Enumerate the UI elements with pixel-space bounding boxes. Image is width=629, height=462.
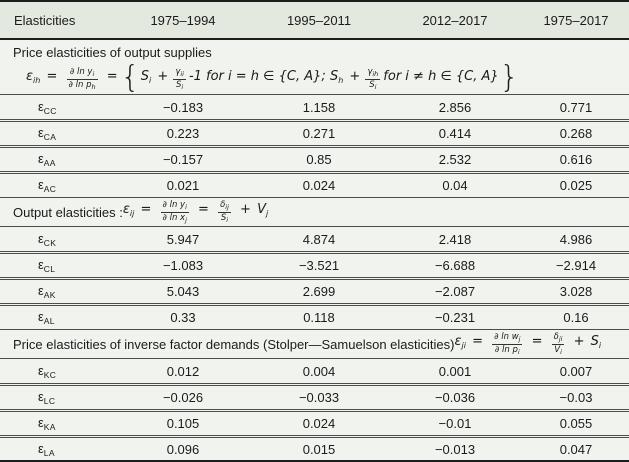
section-formula: εih = ∂ ln yi ∂ ln ph = {Si + γii Si -1 for i… (26, 60, 519, 95)
value-cell: 0.047 (559, 442, 593, 457)
fraction: γii Si (173, 67, 186, 91)
header-1975-2017: 1975–2017 (543, 12, 609, 28)
value-cell: 0.268 (559, 126, 593, 141)
header-1995-2011: 1995–2011 (286, 12, 352, 28)
value-cell: 0.025 (559, 178, 593, 193)
row-label: εAC (38, 177, 57, 194)
value-cell: 0.271 (302, 126, 336, 141)
value-cell: −2.087 (434, 284, 476, 299)
row-label: εLC (38, 389, 56, 406)
value-cell: 0.021 (166, 178, 200, 193)
value-cell: 0.616 (559, 152, 593, 167)
value-cell: 4.986 (559, 231, 593, 247)
value-cell: −0.033 (298, 390, 340, 405)
value-cell: 0.118 (303, 310, 335, 325)
value-cell: 0.414 (438, 126, 472, 141)
value-cell: −0.157 (162, 152, 204, 167)
fraction: δij Si (218, 199, 231, 224)
value-cell: −0.183 (162, 99, 204, 115)
row-label: εAL (38, 309, 55, 326)
value-cell: −0.026 (162, 390, 204, 405)
table-header-row: Elasticities 1975–1994 1995–2011 2012–20… (0, 2, 629, 40)
value-cell: 0.024 (302, 178, 336, 193)
value-cell: 0.024 (302, 416, 336, 431)
value-cell: 5.947 (166, 231, 200, 247)
section-title: Price elasticities of output supplies (13, 45, 212, 60)
value-cell: 0.096 (166, 442, 200, 457)
value-cell: 2.699 (302, 284, 336, 299)
value-cell: 0.04 (442, 178, 468, 193)
section-output-elasticities: Output elasticities : εij = ∂ ln yi ∂ ln … (0, 198, 629, 227)
table-row-eps-ca: εCA 0.223 0.271 0.414 0.268 (0, 121, 629, 146)
value-cell: −0.01 (438, 416, 472, 431)
table-row-eps-ka: εKA 0.105 0.024 −0.01 0.055 (0, 411, 629, 436)
table-row-eps-lc: εLC −0.026 −0.033 −0.036 −0.03 (0, 385, 629, 410)
value-cell: 2.418 (438, 231, 472, 247)
value-cell: 1.158 (302, 99, 336, 115)
value-cell: 0.012 (166, 363, 200, 379)
fraction: δji Vi (551, 331, 565, 356)
table-row-eps-cl: εCL −1.083 −3.521 −6.688 −2.914 (0, 253, 629, 278)
value-cell: 3.028 (559, 284, 593, 299)
formula-symbol: ε (26, 69, 34, 84)
value-cell: −6.688 (434, 258, 476, 273)
row-label: εAK (38, 283, 56, 300)
value-cell: 0.001 (438, 363, 472, 379)
value-cell: 0.007 (559, 363, 593, 379)
header-2012-2017: 2012–2017 (422, 12, 488, 28)
value-cell: 0.771 (559, 99, 593, 115)
value-cell: 4.874 (302, 231, 336, 247)
table-row-eps-aa: εAA −0.157 0.85 2.532 0.616 (0, 147, 629, 172)
fraction: γih Si (365, 67, 381, 91)
row-label: εCL (38, 257, 56, 274)
value-cell: 0.33 (170, 310, 196, 325)
value-cell: −2.914 (555, 258, 597, 273)
header-elasticities: Elasticities (14, 12, 76, 28)
header-1975-1994: 1975–1994 (150, 12, 216, 28)
value-cell: −3.521 (298, 258, 340, 273)
fraction: ∂ ln yi ∂ ln ph (66, 67, 98, 91)
value-cell: 2.856 (438, 99, 472, 115)
table-row-eps-ac: εAC 0.021 0.024 0.04 0.025 (0, 173, 629, 198)
value-cell: −0.013 (434, 442, 476, 457)
row-label: εCA (38, 125, 57, 142)
table-row-eps-la: εLA 0.096 0.015 −0.013 0.047 (0, 437, 629, 460)
section-title: Price elasticities of inverse factor dem… (13, 336, 455, 352)
row-label: εKC (38, 362, 57, 380)
section-price-elasticities-output-supplies: Price elasticities of output supplies εi… (0, 40, 629, 95)
section-formula: εji = ∂ ln wj ∂ ln pi = δji Vi + Si (454, 331, 602, 356)
value-cell: 0.223 (166, 126, 200, 141)
value-cell: 2.532 (438, 152, 472, 167)
value-cell: 0.004 (302, 363, 336, 379)
table-row-eps-kc: εKC 0.012 0.004 0.001 0.007 (0, 359, 629, 384)
value-cell: 0.85 (306, 152, 332, 167)
row-label: εLA (38, 441, 55, 458)
fraction: ∂ ln yi ∂ ln xj (160, 199, 189, 224)
section-formula: εij = ∂ ln yi ∂ ln xj = δij Si + Vj (122, 199, 269, 224)
value-cell: 5.043 (166, 284, 200, 299)
value-cell: 0.055 (559, 416, 593, 431)
table-row-eps-ck: εCK 5.947 4.874 2.418 4.986 (0, 227, 629, 252)
section-title: Output elasticities : (13, 204, 123, 220)
row-label: εAA (38, 151, 56, 168)
value-cell: −0.231 (434, 310, 476, 325)
table-row-eps-al: εAL 0.33 0.118 −0.231 0.16 (0, 305, 629, 330)
table-row-eps-ak: εAK 5.043 2.699 −2.087 3.028 (0, 279, 629, 304)
value-cell: 0.16 (563, 310, 589, 325)
value-cell: 0.015 (302, 442, 336, 457)
row-label: εCC (38, 98, 57, 116)
table-row-eps-cc: εCC −0.183 1.158 2.856 0.771 (0, 95, 629, 120)
value-cell: 0.105 (166, 416, 200, 431)
value-cell: −0.036 (434, 390, 476, 405)
value-cell: −0.03 (559, 390, 593, 405)
left-brace: { (120, 60, 140, 95)
right-brace: } (499, 60, 519, 95)
fraction: ∂ ln wj ∂ ln pi (492, 331, 523, 356)
row-label: εCK (38, 230, 57, 248)
section-inverse-factor-demands: Price elasticities of inverse factor dem… (0, 330, 629, 359)
row-label: εKA (38, 415, 56, 432)
value-cell: −1.083 (162, 258, 204, 273)
